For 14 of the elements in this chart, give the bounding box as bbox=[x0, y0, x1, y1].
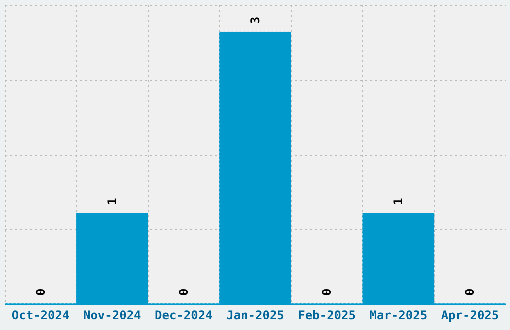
x-tick-label: Jan-2025 bbox=[226, 308, 284, 322]
x-tick-label: Oct-2024 bbox=[12, 308, 70, 322]
x-tick-label: Feb-2025 bbox=[298, 308, 356, 322]
x-tick-label: Apr-2025 bbox=[441, 308, 500, 322]
data-label: 3 bbox=[248, 16, 262, 24]
x-tick-label: Nov-2024 bbox=[83, 308, 142, 322]
x-tick-label: Mar-2025 bbox=[370, 308, 428, 322]
data-label: 1 bbox=[392, 198, 406, 206]
data-label: 0 bbox=[34, 288, 48, 296]
data-label: 0 bbox=[176, 288, 191, 296]
data-label: 0 bbox=[320, 288, 334, 296]
x-tick-label: Dec-2024 bbox=[155, 308, 213, 322]
data-label: 1 bbox=[105, 198, 120, 206]
data-label: 0 bbox=[463, 288, 478, 296]
